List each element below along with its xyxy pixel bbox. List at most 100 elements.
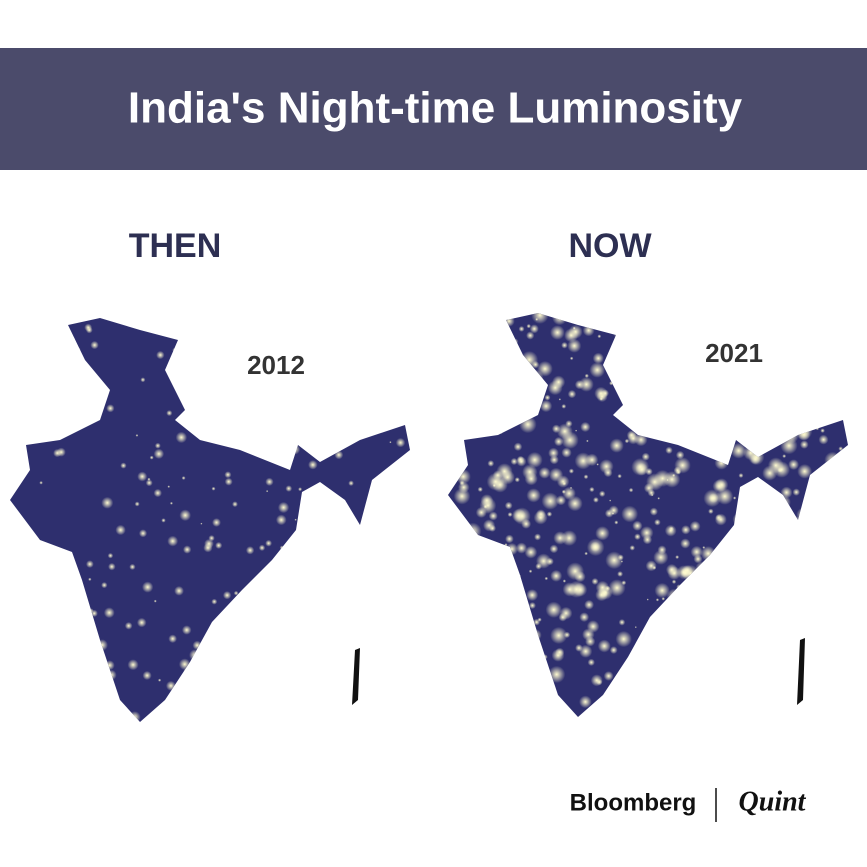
light — [173, 352, 178, 358]
light — [364, 388, 376, 401]
light — [579, 695, 592, 709]
light — [552, 313, 568, 326]
light — [715, 582, 727, 594]
light — [721, 637, 727, 643]
light — [668, 359, 687, 378]
light — [457, 646, 472, 661]
light — [374, 628, 385, 638]
light — [55, 570, 58, 573]
light — [644, 691, 658, 705]
light — [406, 331, 410, 335]
light — [520, 350, 539, 369]
light — [260, 602, 268, 610]
light — [504, 543, 508, 547]
light — [488, 524, 497, 532]
light — [620, 707, 635, 717]
light — [389, 441, 392, 444]
light — [494, 322, 503, 331]
light — [726, 549, 732, 555]
light — [677, 424, 694, 441]
light — [770, 489, 773, 492]
light — [551, 648, 565, 662]
light — [129, 563, 136, 571]
light — [524, 472, 538, 486]
light — [12, 417, 16, 420]
light — [661, 349, 676, 364]
light — [154, 442, 161, 449]
light — [727, 585, 732, 590]
light — [356, 575, 363, 582]
light — [621, 505, 639, 523]
light — [589, 486, 595, 493]
light — [723, 423, 733, 433]
light — [23, 371, 27, 375]
light — [754, 543, 762, 550]
light — [777, 679, 796, 698]
light — [470, 318, 480, 328]
light — [355, 593, 359, 597]
light — [702, 546, 706, 549]
light — [526, 331, 535, 340]
light — [838, 446, 844, 451]
light — [371, 663, 376, 668]
light — [140, 377, 146, 383]
light — [666, 588, 683, 604]
light — [574, 571, 586, 583]
light — [492, 560, 497, 565]
light — [551, 424, 561, 434]
light — [181, 625, 192, 635]
light — [285, 485, 293, 492]
light — [805, 314, 820, 330]
light — [706, 378, 713, 385]
light — [455, 669, 468, 682]
light — [824, 451, 842, 469]
light — [826, 660, 832, 666]
light — [87, 409, 98, 420]
light — [88, 608, 94, 614]
light — [695, 628, 704, 636]
light — [516, 455, 525, 464]
light — [773, 616, 784, 628]
light — [382, 545, 388, 551]
light — [569, 486, 573, 490]
light — [684, 630, 702, 648]
light — [689, 520, 701, 532]
light — [393, 611, 405, 624]
light — [708, 661, 726, 678]
light — [765, 707, 778, 717]
light — [816, 694, 827, 704]
light — [529, 324, 539, 334]
light — [354, 645, 359, 650]
light — [115, 524, 126, 536]
light — [782, 382, 796, 397]
light — [582, 324, 595, 337]
light — [81, 654, 87, 661]
light — [584, 599, 595, 610]
light — [478, 327, 486, 336]
light — [481, 598, 497, 614]
light — [484, 355, 503, 374]
light — [726, 598, 730, 602]
light — [693, 582, 703, 591]
light — [285, 564, 288, 567]
light — [562, 582, 577, 597]
light — [836, 548, 848, 561]
light — [526, 488, 541, 503]
light — [515, 685, 526, 695]
light — [667, 372, 676, 382]
light — [674, 646, 693, 665]
light — [372, 335, 382, 346]
light — [88, 577, 92, 581]
light — [670, 594, 675, 599]
light — [333, 413, 340, 419]
light — [747, 486, 765, 505]
light — [699, 642, 710, 653]
light — [192, 640, 202, 650]
light — [554, 436, 564, 447]
light — [824, 704, 828, 707]
light — [371, 682, 381, 691]
light — [137, 471, 148, 482]
light — [362, 379, 369, 386]
light — [400, 495, 408, 504]
light — [329, 649, 332, 652]
